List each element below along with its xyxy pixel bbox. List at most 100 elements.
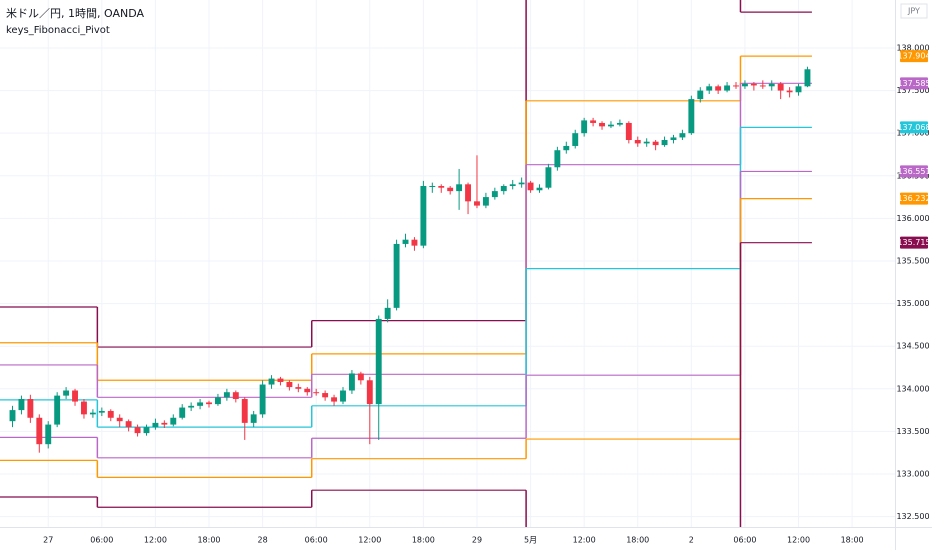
- x-tick-label: 18:00: [626, 536, 649, 545]
- candle-body: [322, 393, 329, 398]
- candle-body: [786, 90, 793, 93]
- candle-body: [733, 85, 739, 87]
- candle-body: [527, 182, 534, 191]
- price-label-box: [900, 77, 928, 90]
- candle-body: [724, 85, 731, 91]
- x-tick-label: 18:00: [412, 536, 435, 545]
- grid: [0, 0, 895, 527]
- candle-body: [679, 133, 686, 138]
- candle-body: [18, 399, 25, 411]
- pivot-lines: [0, 0, 812, 527]
- candle-body: [545, 167, 552, 188]
- y-tick-label: 133.000: [896, 470, 929, 479]
- x-tick-label: 06:00: [305, 536, 328, 545]
- candle-body: [518, 182, 525, 185]
- x-tick-label: 12:00: [144, 536, 167, 545]
- x-tick-label: 06:00: [90, 536, 113, 545]
- candle-body: [750, 83, 757, 86]
- y-tick-label: 133.500: [896, 427, 929, 436]
- candle-body: [89, 412, 96, 415]
- chart-title: 米ドル／円, 1時間, OANDA: [6, 7, 144, 20]
- price-label: 137.068: [897, 123, 930, 132]
- candle-body: [375, 318, 382, 405]
- candle-body: [116, 417, 123, 422]
- price-label: 136.232: [897, 194, 930, 203]
- candle-body: [616, 122, 623, 125]
- candle-body: [759, 85, 766, 87]
- price-label: 135.715: [897, 238, 930, 247]
- axes: 132.500 133.000 133.500 134.000 134.500 135.0…: [43, 43, 930, 544]
- candle-body: [152, 422, 159, 428]
- x-tick-label: 2: [689, 536, 694, 545]
- price-label: 136.551: [897, 167, 930, 176]
- candle-body: [36, 417, 43, 445]
- candle-body: [188, 405, 195, 408]
- y-tick-label: 138.000: [896, 43, 929, 52]
- candle-body: [670, 137, 677, 140]
- candle-body: [98, 410, 105, 413]
- candle-body: [161, 422, 168, 425]
- currency-box[interactable]: [900, 3, 928, 19]
- candle-body: [366, 380, 373, 405]
- candle-body: [179, 407, 186, 418]
- candle-body: [81, 401, 87, 415]
- candle-body: [768, 83, 775, 87]
- candle-body: [214, 397, 221, 405]
- candle-body: [357, 373, 364, 381]
- candle-body: [554, 150, 561, 168]
- candle-body: [482, 197, 489, 206]
- price-label-box: [900, 165, 928, 178]
- x-tick-label: 27: [43, 536, 53, 545]
- candle-body: [313, 392, 320, 394]
- candle-body: [741, 83, 748, 87]
- candle-body: [643, 141, 650, 144]
- candle-body: [581, 120, 588, 134]
- candle-body: [268, 378, 275, 385]
- x-tick-label: 18:00: [197, 536, 220, 545]
- candle-body: [590, 120, 597, 123]
- candle-body: [688, 99, 695, 134]
- candle-body: [777, 83, 784, 91]
- currency[interactable]: JPY: [907, 7, 920, 16]
- candle-body: [107, 410, 114, 418]
- y-tick-label: 136.000: [896, 214, 929, 223]
- candle-body: [259, 384, 266, 415]
- y-tick-label: 135.000: [896, 299, 929, 308]
- candle-body: [63, 390, 70, 396]
- candle-body: [634, 139, 641, 144]
- x-tick-label: 18:00: [841, 536, 864, 545]
- x-tick-label: 12:00: [573, 536, 596, 545]
- candle-body: [429, 186, 436, 188]
- candle-body: [536, 187, 543, 191]
- candle-body: [393, 243, 400, 308]
- candle-body: [304, 388, 311, 393]
- candle-body: [331, 397, 338, 402]
- indicator-name: keys_Fibonacci_Pivot: [6, 25, 110, 36]
- candle-body: [715, 86, 722, 91]
- candle-body: [143, 427, 150, 434]
- price-label-box: [900, 192, 928, 205]
- candle-body: [795, 86, 802, 93]
- candle-body: [384, 307, 391, 319]
- candle-body: [9, 410, 16, 422]
- candle-body: [250, 414, 257, 423]
- candle-body: [465, 184, 471, 202]
- candle-body: [608, 124, 614, 127]
- x-tick-label: 29: [472, 536, 482, 545]
- y-tick-label: 135.500: [896, 256, 929, 265]
- candle-body: [348, 373, 355, 391]
- candle-body: [295, 387, 302, 389]
- candle-body: [625, 122, 632, 140]
- candle-body: [45, 424, 52, 445]
- candle-body: [125, 421, 132, 428]
- price-label-box: [900, 121, 928, 134]
- x-tick-label: 28: [258, 536, 268, 545]
- candle-body: [54, 395, 61, 425]
- candle-body: [661, 139, 668, 146]
- candle-body: [599, 122, 605, 127]
- candle-body: [474, 201, 480, 206]
- candle-body: [500, 186, 507, 192]
- candle-body: [277, 378, 284, 382]
- candle-body: [572, 133, 579, 146]
